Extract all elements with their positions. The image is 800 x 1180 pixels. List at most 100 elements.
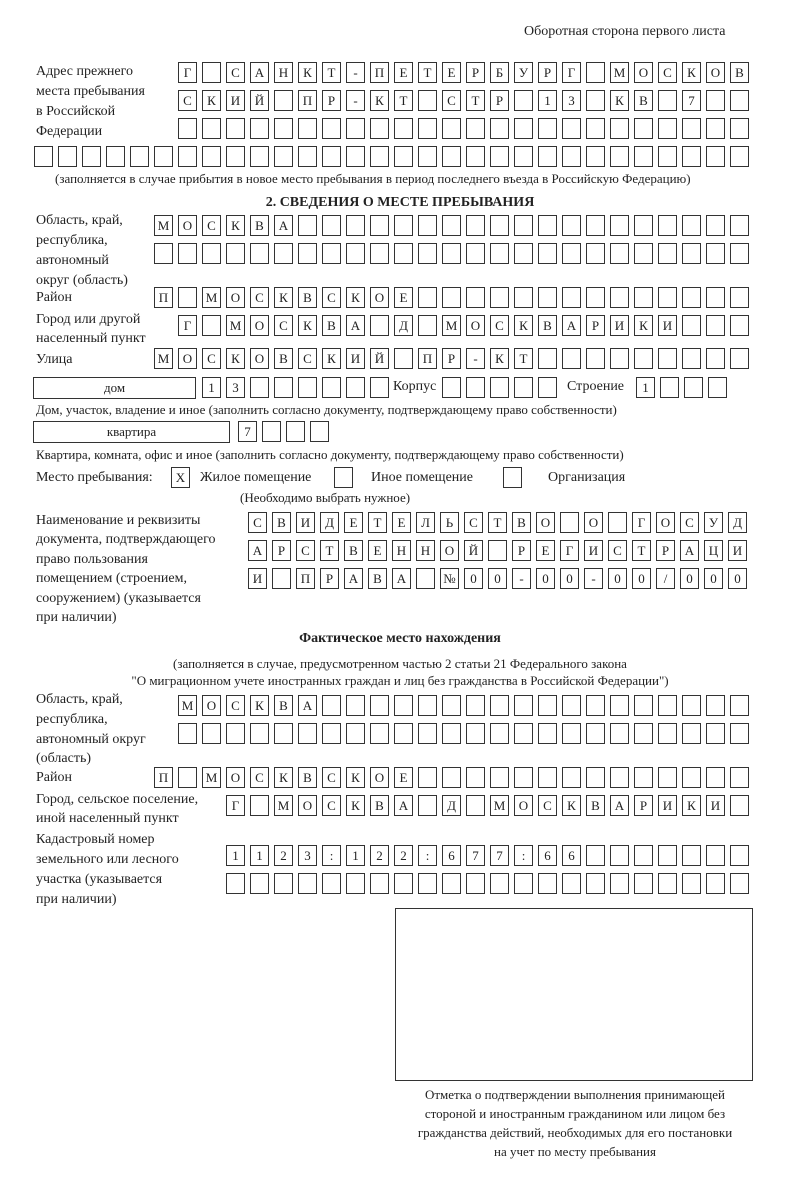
char-cell[interactable]: П xyxy=(370,62,389,83)
char-cell[interactable] xyxy=(634,348,653,369)
char-cell[interactable]: И xyxy=(584,540,603,561)
char-cell[interactable]: У xyxy=(704,512,723,533)
char-cell[interactable] xyxy=(394,118,413,139)
char-cell[interactable] xyxy=(418,118,437,139)
char-cell[interactable]: 0 xyxy=(560,568,579,589)
char-cell[interactable] xyxy=(658,695,677,716)
char-cell[interactable]: А xyxy=(392,568,411,589)
char-cell[interactable]: - xyxy=(346,90,365,111)
char-cell[interactable] xyxy=(262,421,281,442)
char-cell[interactable]: К xyxy=(514,315,533,336)
char-cell[interactable] xyxy=(730,146,749,167)
char-cell[interactable] xyxy=(610,146,629,167)
char-cell[interactable] xyxy=(730,90,749,111)
char-cell[interactable]: С xyxy=(296,540,315,561)
char-cell[interactable] xyxy=(610,695,629,716)
char-cell[interactable]: О xyxy=(536,512,555,533)
char-cell[interactable] xyxy=(730,845,749,866)
char-cell[interactable] xyxy=(730,287,749,308)
char-cell[interactable] xyxy=(610,348,629,369)
char-cell[interactable] xyxy=(466,873,485,894)
char-cell[interactable] xyxy=(394,243,413,264)
char-cell[interactable]: : xyxy=(322,845,341,866)
char-cell[interactable] xyxy=(418,795,437,816)
char-cell[interactable] xyxy=(514,873,533,894)
char-cell[interactable] xyxy=(538,723,557,744)
char-cell[interactable] xyxy=(178,118,197,139)
char-cell[interactable]: 1 xyxy=(202,377,221,398)
char-cell[interactable] xyxy=(634,767,653,788)
char-cell[interactable]: 1 xyxy=(538,90,557,111)
char-cell[interactable] xyxy=(322,146,341,167)
char-cell[interactable] xyxy=(706,845,725,866)
char-cell[interactable] xyxy=(442,215,461,236)
char-cell[interactable]: В xyxy=(274,695,293,716)
char-cell[interactable]: С xyxy=(250,767,269,788)
char-cell[interactable] xyxy=(178,146,197,167)
char-cell[interactable] xyxy=(418,315,437,336)
char-cell[interactable]: 0 xyxy=(632,568,651,589)
char-cell[interactable]: А xyxy=(274,215,293,236)
char-cell[interactable] xyxy=(634,243,653,264)
char-cell[interactable] xyxy=(322,215,341,236)
char-cell[interactable] xyxy=(226,118,245,139)
char-cell[interactable] xyxy=(730,118,749,139)
char-cell[interactable] xyxy=(466,723,485,744)
char-cell[interactable] xyxy=(274,118,293,139)
char-cell[interactable]: О xyxy=(370,767,389,788)
char-cell[interactable]: О xyxy=(634,62,653,83)
char-cell[interactable]: 0 xyxy=(488,568,507,589)
char-cell[interactable] xyxy=(394,146,413,167)
char-cell[interactable] xyxy=(658,146,677,167)
char-cell[interactable] xyxy=(682,348,701,369)
char-cell[interactable] xyxy=(514,118,533,139)
char-cell[interactable]: С xyxy=(202,348,221,369)
char-cell[interactable] xyxy=(658,215,677,236)
char-cell[interactable] xyxy=(298,723,317,744)
char-cell[interactable] xyxy=(466,215,485,236)
char-cell[interactable]: 0 xyxy=(608,568,627,589)
char-cell[interactable]: К xyxy=(610,90,629,111)
char-cell[interactable]: 0 xyxy=(704,568,723,589)
char-cell[interactable] xyxy=(466,243,485,264)
char-cell[interactable] xyxy=(442,118,461,139)
char-cell[interactable]: 0 xyxy=(536,568,555,589)
char-cell[interactable]: К xyxy=(322,348,341,369)
char-cell[interactable] xyxy=(370,873,389,894)
char-cell[interactable] xyxy=(322,118,341,139)
char-cell[interactable] xyxy=(562,348,581,369)
char-cell[interactable]: А xyxy=(344,568,363,589)
char-cell[interactable]: Е xyxy=(536,540,555,561)
char-cell[interactable]: О xyxy=(440,540,459,561)
char-cell[interactable]: 6 xyxy=(538,845,557,866)
char-cell[interactable] xyxy=(658,118,677,139)
char-cell[interactable] xyxy=(322,723,341,744)
char-cell[interactable]: М xyxy=(154,215,173,236)
char-cell[interactable]: М xyxy=(490,795,509,816)
char-cell[interactable]: И xyxy=(346,348,365,369)
char-cell[interactable] xyxy=(682,243,701,264)
char-cell[interactable] xyxy=(490,118,509,139)
char-cell[interactable]: М xyxy=(442,315,461,336)
char-cell[interactable] xyxy=(466,767,485,788)
char-cell[interactable] xyxy=(706,723,725,744)
char-cell[interactable] xyxy=(586,767,605,788)
char-cell[interactable] xyxy=(538,118,557,139)
char-cell[interactable]: 6 xyxy=(442,845,461,866)
char-cell[interactable]: Г xyxy=(178,315,197,336)
char-cell[interactable]: В xyxy=(634,90,653,111)
char-cell[interactable]: П xyxy=(296,568,315,589)
char-cell[interactable]: С xyxy=(322,287,341,308)
char-cell[interactable]: К xyxy=(370,90,389,111)
char-cell[interactable]: Р xyxy=(634,795,653,816)
char-cell[interactable] xyxy=(274,90,293,111)
char-cell[interactable] xyxy=(730,795,749,816)
char-cell[interactable] xyxy=(418,215,437,236)
char-cell[interactable]: В xyxy=(368,568,387,589)
char-cell[interactable] xyxy=(250,243,269,264)
char-cell[interactable] xyxy=(466,146,485,167)
char-cell[interactable]: У xyxy=(514,62,533,83)
char-cell[interactable]: Е xyxy=(344,512,363,533)
char-cell[interactable] xyxy=(250,377,269,398)
char-cell[interactable] xyxy=(226,146,245,167)
